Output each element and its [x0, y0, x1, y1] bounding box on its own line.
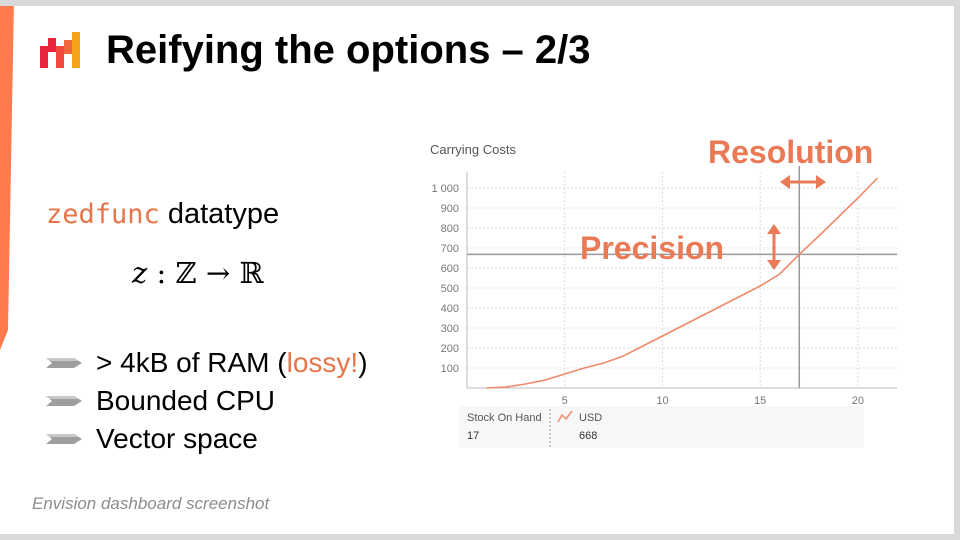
bullet-highlight: lossy!	[286, 347, 359, 378]
carrying-costs-chart: Carrying Costs 100 200 300 400 500 600 700 800 90…	[415, 130, 905, 460]
y-tick-label: 700	[441, 243, 459, 255]
frame-bottom	[0, 534, 960, 540]
chart-svg: Carrying Costs 100 200 300 400 500 600 700 800 90…	[430, 142, 897, 407]
chevron-bullet-icon	[46, 396, 82, 406]
legend-x-name: Stock On Hand	[467, 412, 542, 424]
slide-title: Reifying the options – 2/3	[106, 28, 591, 72]
bullet-text: > 4kB of RAM (	[96, 347, 287, 378]
frame-right	[954, 0, 960, 540]
y-tick-label: 200	[441, 343, 459, 355]
precision-arrow-icon	[767, 224, 781, 270]
chevron-bullet-icon	[46, 434, 82, 444]
bullet-text-end: )	[358, 347, 368, 378]
resolution-arrow-icon	[780, 175, 826, 189]
y-tick-label: 100	[441, 363, 459, 375]
legend-divider	[549, 409, 551, 447]
bullet-text: Bounded CPU	[96, 385, 276, 416]
bullet-item: > 4kB of RAM (lossy!)	[46, 344, 368, 382]
y-tick-label: 600	[441, 263, 459, 275]
bullet-item: Vector space	[46, 420, 368, 458]
x-tick-label: 5	[562, 395, 568, 407]
datatype-line: zedfunc datatype	[46, 198, 279, 231]
series-line	[486, 177, 879, 389]
datatype-word: datatype	[167, 198, 280, 230]
y-tick-label: 500	[441, 283, 459, 295]
line-series-icon	[557, 410, 573, 423]
y-tick-label: 400	[441, 303, 459, 315]
caption: Envision dashboard screenshot	[32, 494, 270, 513]
x-tick-label: 20	[852, 395, 864, 407]
legend-y-name: USD	[579, 412, 603, 424]
bullet-text: Vector space	[96, 423, 258, 454]
formula-rest: : ℤ → ℝ	[147, 256, 264, 290]
y-tick-label: 800	[441, 223, 459, 235]
y-tick-label: 1 000	[431, 183, 459, 195]
y-tick-label: 300	[441, 323, 459, 335]
chart-legend: Stock On Hand 17 USD 668	[459, 406, 864, 448]
x-tick-label: 15	[754, 395, 766, 407]
formula-var: z	[132, 256, 148, 290]
datatype-code: zedfunc	[46, 199, 160, 230]
accent-bar	[0, 0, 14, 350]
legend-y-value: 668	[579, 430, 598, 442]
bullet-item: Bounded CPU	[46, 382, 368, 420]
precision-label: Precision	[580, 230, 725, 266]
y-tick-label: 900	[441, 203, 459, 215]
chevron-bullet-icon	[46, 358, 82, 368]
formula: z : ℤ → ℝ	[132, 256, 264, 290]
legend-x-value: 17	[467, 430, 480, 442]
bullet-list: > 4kB of RAM (lossy!) Bounded CPU Vector…	[46, 344, 368, 458]
x-tick-label: 10	[656, 395, 668, 407]
chart-title: Carrying Costs	[430, 142, 516, 157]
lokad-logo	[40, 32, 80, 68]
frame-top	[0, 0, 960, 6]
resolution-label: Resolution	[708, 134, 874, 170]
